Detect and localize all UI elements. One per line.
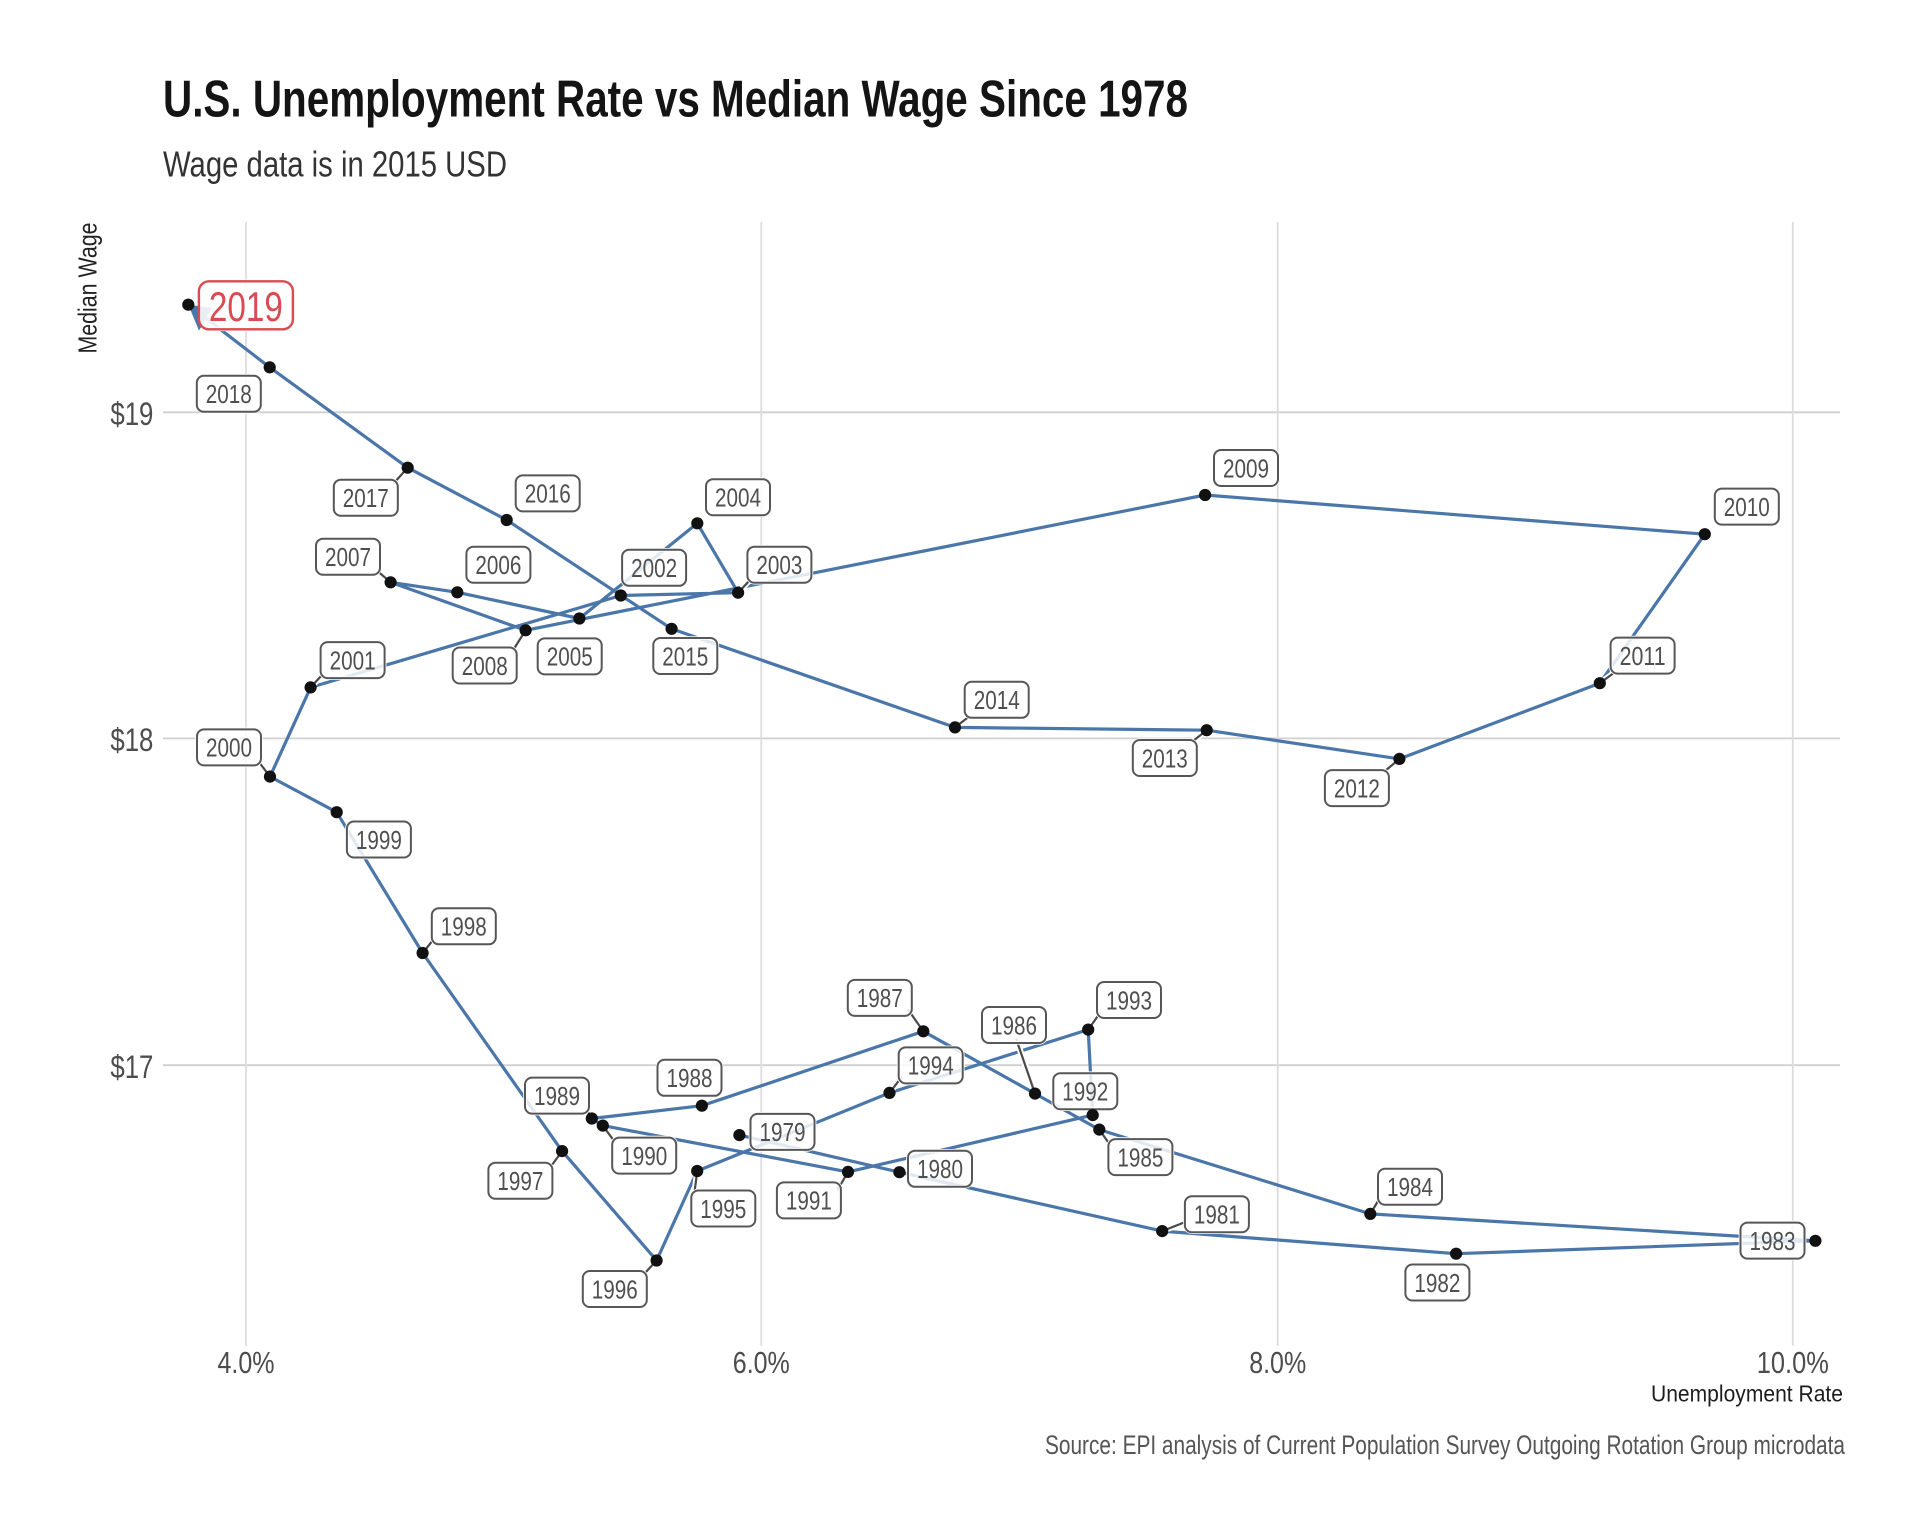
svg-text:1986: 1986 bbox=[991, 1010, 1037, 1040]
svg-text:2007: 2007 bbox=[325, 542, 371, 572]
svg-text:2000: 2000 bbox=[206, 733, 252, 763]
svg-text:$19: $19 bbox=[110, 396, 153, 432]
svg-text:6.0%: 6.0% bbox=[733, 1345, 790, 1380]
svg-text:8.0%: 8.0% bbox=[1249, 1345, 1306, 1380]
svg-text:2015: 2015 bbox=[662, 641, 708, 671]
svg-text:1979: 1979 bbox=[760, 1117, 806, 1147]
svg-text:2006: 2006 bbox=[475, 550, 521, 580]
svg-text:1997: 1997 bbox=[497, 1166, 543, 1196]
svg-text:$18: $18 bbox=[110, 722, 153, 758]
svg-text:2014: 2014 bbox=[974, 685, 1020, 715]
svg-text:2011: 2011 bbox=[1620, 641, 1666, 671]
svg-text:2002: 2002 bbox=[631, 553, 677, 583]
svg-text:$17: $17 bbox=[110, 1049, 153, 1085]
svg-text:2016: 2016 bbox=[525, 479, 571, 509]
svg-text:Source: EPI analysis of Curren: Source: EPI analysis of Current Populati… bbox=[1045, 1430, 1846, 1460]
svg-text:2005: 2005 bbox=[547, 642, 593, 672]
svg-text:1992: 1992 bbox=[1062, 1077, 1108, 1107]
svg-text:2017: 2017 bbox=[343, 483, 389, 513]
svg-text:1991: 1991 bbox=[786, 1186, 832, 1216]
svg-text:1981: 1981 bbox=[1194, 1200, 1240, 1230]
svg-text:1984: 1984 bbox=[1387, 1172, 1433, 1202]
svg-text:Median Wage: Median Wage bbox=[72, 223, 102, 354]
svg-text:1999: 1999 bbox=[356, 825, 402, 855]
svg-text:1990: 1990 bbox=[621, 1141, 667, 1171]
svg-text:2004: 2004 bbox=[715, 483, 761, 513]
svg-text:10.0%: 10.0% bbox=[1757, 1345, 1829, 1380]
svg-text:2001: 2001 bbox=[330, 645, 376, 675]
svg-text:1980: 1980 bbox=[917, 1154, 963, 1184]
svg-text:Unemployment Rate: Unemployment Rate bbox=[1651, 1381, 1843, 1407]
svg-text:4.0%: 4.0% bbox=[218, 1345, 275, 1380]
svg-text:1996: 1996 bbox=[592, 1274, 638, 1304]
svg-text:2013: 2013 bbox=[1142, 743, 1188, 773]
svg-text:1988: 1988 bbox=[667, 1063, 713, 1093]
svg-text:2003: 2003 bbox=[756, 550, 802, 580]
svg-text:1985: 1985 bbox=[1117, 1142, 1163, 1172]
svg-text:Wage data is in 2015 USD: Wage data is in 2015 USD bbox=[163, 144, 507, 185]
svg-text:1989: 1989 bbox=[534, 1081, 580, 1111]
svg-text:2009: 2009 bbox=[1223, 453, 1269, 483]
svg-text:1998: 1998 bbox=[441, 912, 487, 942]
svg-text:U.S. Unemployment Rate vs Medi: U.S. Unemployment Rate vs Median Wage Si… bbox=[163, 71, 1188, 129]
svg-text:2008: 2008 bbox=[462, 651, 508, 681]
svg-text:1993: 1993 bbox=[1106, 985, 1152, 1015]
svg-text:1983: 1983 bbox=[1750, 1226, 1796, 1256]
svg-text:1987: 1987 bbox=[857, 983, 903, 1013]
svg-text:2019: 2019 bbox=[209, 283, 283, 330]
svg-text:2010: 2010 bbox=[1724, 492, 1770, 522]
svg-text:2018: 2018 bbox=[206, 379, 252, 409]
svg-text:1995: 1995 bbox=[700, 1194, 746, 1224]
svg-text:1994: 1994 bbox=[908, 1051, 954, 1081]
svg-text:1982: 1982 bbox=[1414, 1268, 1460, 1298]
svg-text:2012: 2012 bbox=[1334, 773, 1380, 803]
